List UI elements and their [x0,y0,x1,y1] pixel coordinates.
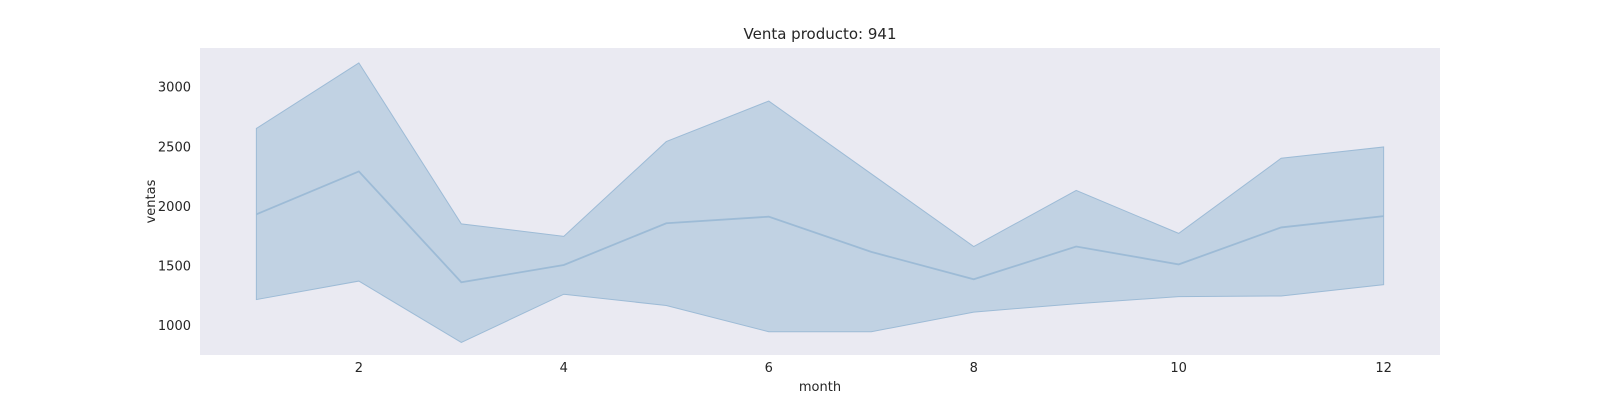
chart-title: Venta producto: 941 [744,25,897,43]
x-tick-label: 8 [970,361,978,376]
y-tick-label: 1500 [158,260,191,275]
y-tick-label: 2500 [158,140,191,155]
y-axis-label: ventas [144,179,159,223]
x-tick-label: 10 [1170,361,1187,376]
x-axis-label: month [799,380,841,395]
chart-marks [255,62,1385,344]
x-tick-label: 12 [1375,361,1392,376]
y-tick-label: 3000 [158,81,191,96]
confidence-band-0 [255,62,1385,344]
x-tick-label: 4 [560,361,568,376]
x-tick-label: 6 [765,361,773,376]
y-tick-label: 1000 [158,319,191,334]
y-tick-label: 2000 [158,200,191,215]
series-line-0 [256,170,1384,284]
x-axis-ticks: 2 4 6 8 10 12 [355,361,1392,376]
x-tick-label: 2 [355,361,363,376]
y-axis-ticks: 1000 1500 2000 2500 3000 [158,81,191,334]
